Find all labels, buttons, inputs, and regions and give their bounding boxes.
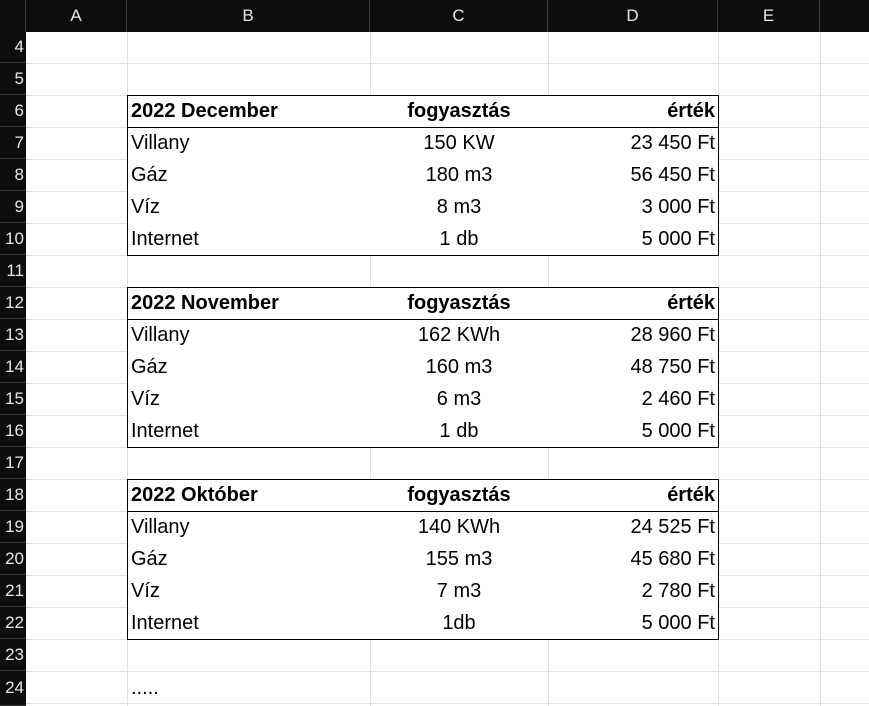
item-value[interactable]: 23 450 Ft — [630, 132, 715, 154]
column-header-a[interactable]: A — [26, 0, 127, 32]
item-consumption[interactable]: 150 KW — [423, 132, 495, 154]
item-consumption[interactable]: 180 m3 — [425, 164, 493, 186]
item-value[interactable]: 48 750 Ft — [630, 356, 715, 378]
column-header-f[interactable] — [820, 0, 869, 32]
item-name[interactable]: Internet — [131, 420, 199, 442]
item-value[interactable]: 2 780 Ft — [641, 580, 715, 602]
item-consumption[interactable]: 8 m3 — [436, 196, 482, 218]
row-header[interactable]: 21 — [0, 575, 26, 607]
table-title[interactable]: 2022 December — [131, 100, 278, 122]
item-consumption[interactable]: 1db — [442, 612, 476, 634]
item-consumption[interactable]: 6 m3 — [436, 388, 482, 410]
row-header[interactable]: 20 — [0, 543, 26, 575]
row-header[interactable]: 7 — [0, 127, 26, 159]
header-consumption[interactable]: fogyasztás — [407, 100, 511, 122]
row-header[interactable]: 24 — [0, 671, 26, 706]
row-header[interactable]: 23 — [0, 639, 26, 671]
header-value[interactable]: érték — [667, 100, 715, 122]
row-header[interactable]: 19 — [0, 511, 26, 543]
column-header-b[interactable]: B — [127, 0, 370, 32]
row-header[interactable]: 9 — [0, 191, 26, 223]
item-name[interactable]: Villany — [131, 324, 190, 346]
item-consumption[interactable]: 1 db — [439, 228, 479, 250]
item-name[interactable]: Internet — [131, 228, 199, 250]
item-value[interactable]: 3 000 Ft — [641, 196, 715, 218]
table-title[interactable]: 2022 November — [131, 292, 279, 314]
item-consumption[interactable]: 7 m3 — [436, 580, 482, 602]
table-title[interactable]: 2022 Október — [131, 484, 258, 506]
header-value[interactable]: érték — [667, 292, 715, 314]
item-name[interactable]: Villany — [131, 132, 190, 154]
item-consumption[interactable]: 160 m3 — [425, 356, 493, 378]
item-consumption[interactable]: 155 m3 — [425, 548, 493, 570]
item-consumption[interactable]: 1 db — [439, 420, 479, 442]
item-value[interactable]: 5 000 Ft — [641, 612, 715, 634]
item-value[interactable]: 5 000 Ft — [641, 420, 715, 442]
row-header[interactable]: 8 — [0, 159, 26, 191]
row-header[interactable]: 10 — [0, 223, 26, 255]
item-name[interactable]: Gáz — [131, 548, 168, 570]
item-value[interactable]: 2 460 Ft — [641, 388, 715, 410]
row-header[interactable]: 11 — [0, 255, 26, 287]
item-name[interactable]: Internet — [131, 612, 199, 634]
row-header[interactable]: 18 — [0, 479, 26, 511]
item-name[interactable]: Gáz — [131, 356, 168, 378]
row-header[interactable]: 16 — [0, 415, 26, 447]
item-consumption[interactable]: 162 KWh — [417, 324, 501, 346]
row-header[interactable]: 15 — [0, 383, 26, 415]
ellipsis-cell[interactable]: ..... — [131, 677, 159, 699]
item-value[interactable]: 5 000 Ft — [641, 228, 715, 250]
row-header[interactable]: 5 — [0, 63, 26, 95]
item-name[interactable]: Villany — [131, 516, 190, 538]
item-name[interactable]: Víz — [131, 196, 160, 218]
row-header[interactable]: 13 — [0, 319, 26, 351]
column-header-e[interactable]: E — [718, 0, 820, 32]
row-header[interactable]: 17 — [0, 447, 26, 479]
item-value[interactable]: 56 450 Ft — [630, 164, 715, 186]
item-value[interactable]: 28 960 Ft — [630, 324, 715, 346]
column-header-c[interactable]: C — [370, 0, 548, 32]
header-consumption[interactable]: fogyasztás — [407, 292, 511, 314]
item-name[interactable]: Gáz — [131, 164, 168, 186]
select-all-corner[interactable] — [0, 0, 26, 32]
row-header[interactable]: 14 — [0, 351, 26, 383]
row-header[interactable]: 22 — [0, 607, 26, 639]
item-name[interactable]: Víz — [131, 388, 160, 410]
header-value[interactable]: érték — [667, 484, 715, 506]
row-header[interactable]: 12 — [0, 287, 26, 319]
row-header[interactable]: 6 — [0, 95, 26, 127]
column-header-d[interactable]: D — [548, 0, 718, 32]
header-consumption[interactable]: fogyasztás — [407, 484, 511, 506]
item-value[interactable]: 24 525 Ft — [630, 516, 715, 538]
item-name[interactable]: Víz — [131, 580, 160, 602]
row-header[interactable]: 4 — [0, 32, 26, 63]
item-consumption[interactable]: 140 KWh — [417, 516, 501, 538]
item-value[interactable]: 45 680 Ft — [630, 548, 715, 570]
